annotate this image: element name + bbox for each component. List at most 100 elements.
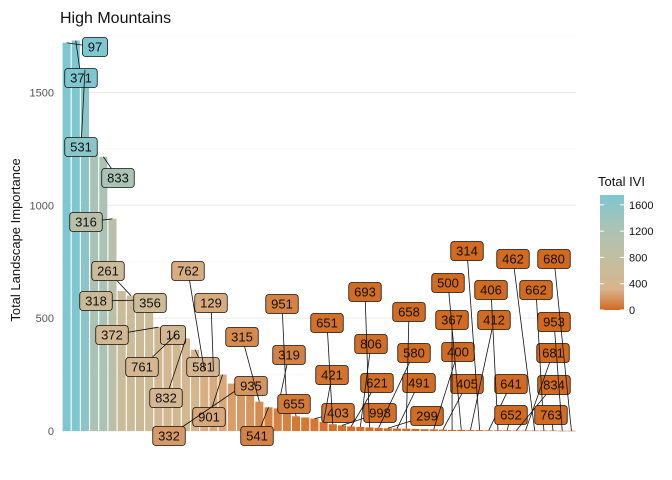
bar bbox=[374, 427, 383, 431]
data-label-box bbox=[171, 261, 205, 281]
bar bbox=[301, 417, 310, 431]
data-label-box bbox=[152, 426, 186, 446]
data-label: 97 bbox=[88, 40, 102, 55]
data-label-box bbox=[272, 345, 306, 365]
label-connector bbox=[447, 282, 462, 430]
bar bbox=[484, 430, 493, 431]
data-label: 371 bbox=[70, 71, 92, 86]
legend-colorbar bbox=[600, 195, 624, 310]
bar bbox=[411, 428, 420, 431]
bar bbox=[539, 430, 548, 432]
label-connector bbox=[525, 352, 554, 431]
bar bbox=[310, 418, 319, 431]
data-label-box bbox=[265, 294, 299, 314]
data-label-box bbox=[310, 313, 344, 333]
label-connector bbox=[364, 291, 370, 428]
bar bbox=[227, 383, 236, 431]
data-label: 332 bbox=[158, 429, 180, 444]
bar bbox=[337, 425, 346, 431]
data-label: 372 bbox=[101, 328, 123, 343]
bar bbox=[466, 430, 475, 431]
label-connector bbox=[80, 69, 86, 148]
data-label: 400 bbox=[447, 345, 469, 360]
label-connector bbox=[187, 270, 205, 371]
bar bbox=[356, 426, 365, 431]
data-label: 901 bbox=[198, 410, 220, 425]
label-connector bbox=[165, 338, 187, 399]
data-label-box bbox=[192, 407, 226, 427]
bar bbox=[80, 69, 89, 431]
data-labels: 97 371 531 833 316 261 318 356 372 16 761 832 581 762… bbox=[64, 37, 572, 446]
data-label-box bbox=[474, 280, 508, 300]
data-label: 951 bbox=[271, 297, 293, 312]
bar bbox=[392, 428, 402, 431]
data-label: 315 bbox=[231, 330, 253, 345]
y-tick-label: 1000 bbox=[30, 200, 54, 212]
bar bbox=[448, 429, 457, 431]
data-label: 953 bbox=[543, 315, 565, 330]
y-axis: 0 500 1000 1500 bbox=[30, 87, 54, 438]
data-label-box bbox=[397, 343, 431, 363]
data-label-box bbox=[69, 212, 103, 232]
data-label: 531 bbox=[70, 140, 92, 155]
bar bbox=[273, 408, 282, 431]
bar bbox=[282, 409, 291, 431]
bar bbox=[218, 374, 227, 431]
bar bbox=[558, 430, 567, 432]
label-connector bbox=[281, 303, 288, 410]
data-label-box bbox=[160, 325, 186, 345]
data-label: 356 bbox=[139, 296, 161, 311]
bar bbox=[62, 42, 71, 432]
label-connector bbox=[326, 322, 334, 425]
label-connector bbox=[405, 311, 410, 429]
legend-tick-label: 400 bbox=[629, 279, 647, 291]
data-label: 806 bbox=[360, 337, 382, 352]
data-label: 680 bbox=[543, 252, 565, 267]
bar bbox=[246, 391, 255, 431]
data-label-box bbox=[64, 137, 98, 157]
bar bbox=[420, 429, 429, 431]
data-label-box bbox=[519, 280, 553, 300]
legend-tick-label: 1200 bbox=[629, 226, 653, 238]
data-label: 16 bbox=[166, 328, 180, 343]
label-connector bbox=[553, 321, 563, 431]
data-label: 316 bbox=[75, 215, 97, 230]
data-label-box bbox=[402, 373, 436, 393]
data-label: 833 bbox=[107, 171, 129, 186]
data-label: 541 bbox=[246, 429, 268, 444]
bar bbox=[71, 40, 80, 432]
data-label-box bbox=[354, 334, 388, 354]
data-label: 580 bbox=[403, 346, 425, 361]
data-label-box bbox=[186, 357, 220, 377]
data-label: 641 bbox=[500, 377, 522, 392]
data-label: 500 bbox=[437, 276, 459, 291]
legend-tick-label: 1600 bbox=[629, 200, 653, 212]
data-label: 405 bbox=[456, 377, 478, 392]
data-label: 834 bbox=[543, 378, 565, 393]
data-label: 998 bbox=[369, 406, 391, 421]
data-label: 651 bbox=[316, 316, 338, 331]
data-label: 662 bbox=[525, 283, 547, 298]
label-connector bbox=[553, 258, 572, 431]
data-label: 318 bbox=[85, 294, 107, 309]
legend-tick-label: 800 bbox=[629, 252, 647, 264]
data-label-box bbox=[537, 312, 571, 332]
bar bbox=[328, 424, 337, 431]
data-label-box bbox=[410, 406, 444, 426]
label-connector bbox=[512, 258, 536, 431]
data-label-box bbox=[496, 249, 530, 269]
data-label-box bbox=[321, 403, 355, 423]
bar bbox=[154, 327, 163, 431]
legend-ticks: 0 400 800 1200 1600 bbox=[600, 200, 653, 317]
bar bbox=[236, 386, 246, 431]
data-label: 693 bbox=[354, 285, 376, 300]
bar bbox=[457, 429, 466, 431]
data-label: 403 bbox=[327, 406, 349, 421]
chart-title: High Mountains bbox=[60, 10, 171, 27]
y-tick-label: 0 bbox=[48, 426, 54, 438]
bar bbox=[530, 430, 539, 432]
data-label-box bbox=[91, 261, 125, 281]
data-label: 412 bbox=[483, 313, 505, 328]
data-label: 314 bbox=[456, 244, 478, 259]
